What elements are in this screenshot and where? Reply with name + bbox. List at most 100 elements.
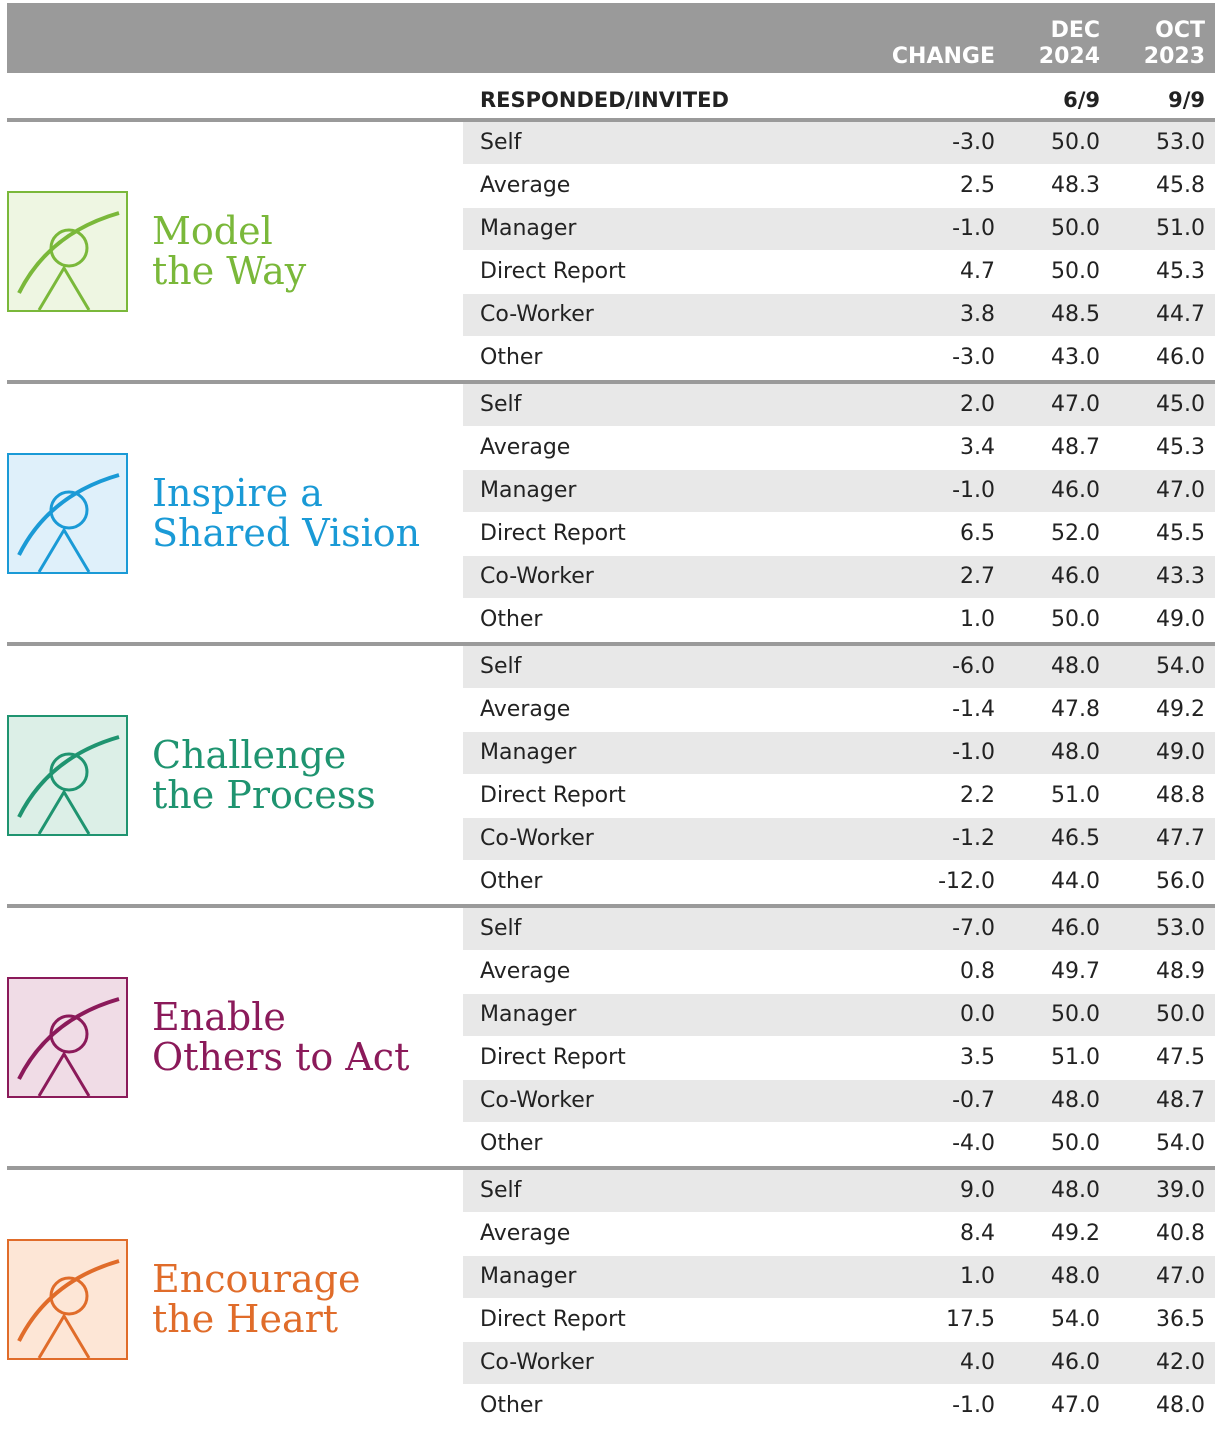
oct-value: 45.0 xyxy=(1156,392,1205,417)
oct-value: 36.5 xyxy=(1156,1307,1205,1332)
dec-value: 48.3 xyxy=(1051,173,1100,198)
change-value: 3.8 xyxy=(960,302,995,327)
section-title-line: Inspire a xyxy=(152,471,323,515)
row-label: Co-Worker xyxy=(480,1088,594,1113)
row-shade xyxy=(463,908,1215,950)
dec-value: 50.0 xyxy=(1051,259,1100,284)
dec-value: 50.0 xyxy=(1051,216,1100,241)
change-value: -1.0 xyxy=(952,740,995,765)
change-value: -1.0 xyxy=(952,478,995,503)
oct-value: 39.0 xyxy=(1156,1178,1205,1203)
row-label: Self xyxy=(480,130,522,155)
row-label: Average xyxy=(480,959,571,984)
section-separator xyxy=(7,904,1215,908)
change-value: 0.8 xyxy=(960,959,995,984)
section-icon xyxy=(7,453,128,574)
oct-value: 53.0 xyxy=(1156,130,1205,155)
oct-value: 40.8 xyxy=(1156,1221,1205,1246)
oct-value: 45.3 xyxy=(1156,259,1205,284)
row-shade xyxy=(463,384,1215,426)
dec-value: 48.0 xyxy=(1051,740,1100,765)
oct-value: 45.5 xyxy=(1156,521,1205,546)
row-shade xyxy=(463,470,1215,512)
oct-value: 43.3 xyxy=(1156,564,1205,589)
row-label: Direct Report xyxy=(480,259,626,284)
oct-value: 48.8 xyxy=(1156,783,1205,808)
change-value: -1.2 xyxy=(952,826,995,851)
header-oct-line: OCT xyxy=(1155,18,1205,43)
dec-value: 50.0 xyxy=(1051,130,1100,155)
row-label: Other xyxy=(480,345,543,370)
dec-value: 48.0 xyxy=(1051,654,1100,679)
oct-value: 48.9 xyxy=(1156,959,1205,984)
section-separator xyxy=(7,642,1215,646)
row-shade xyxy=(463,1080,1215,1122)
section-title-line: the Process xyxy=(152,773,376,817)
row-label: Manager xyxy=(480,1002,577,1027)
oct-value: 44.7 xyxy=(1156,302,1205,327)
row-shade xyxy=(463,294,1215,336)
responded-oct: 9/9 xyxy=(1168,88,1205,112)
oct-value: 48.7 xyxy=(1156,1088,1205,1113)
change-value: 6.5 xyxy=(960,521,995,546)
dec-value: 49.2 xyxy=(1051,1221,1100,1246)
change-value: 8.4 xyxy=(960,1221,995,1246)
row-shade xyxy=(463,818,1215,860)
header-dec-line: 2024 xyxy=(1038,44,1100,69)
row-label: Co-Worker xyxy=(480,302,594,327)
section-title: Inspire a Shared Vision xyxy=(152,473,420,553)
oct-value: 49.2 xyxy=(1156,697,1205,722)
oct-value: 42.0 xyxy=(1156,1350,1205,1375)
row-label: Average xyxy=(480,1221,571,1246)
oct-value: 47.0 xyxy=(1156,478,1205,503)
change-value: 0.0 xyxy=(960,1002,995,1027)
row-label: Direct Report xyxy=(480,1307,626,1332)
row-shade xyxy=(463,208,1215,250)
icon-art xyxy=(17,1259,120,1359)
row-label: Self xyxy=(480,392,522,417)
change-value: -6.0 xyxy=(952,654,995,679)
row-label: Manager xyxy=(480,478,577,503)
section-separator xyxy=(7,118,1215,122)
row-shade xyxy=(463,994,1215,1036)
section-icon xyxy=(7,191,128,312)
change-value: 2.5 xyxy=(960,173,995,198)
row-shade xyxy=(463,556,1215,598)
row-label: Co-Worker xyxy=(480,564,594,589)
dec-value: 49.7 xyxy=(1051,959,1100,984)
change-value: -4.0 xyxy=(952,1131,995,1156)
dec-value: 47.0 xyxy=(1051,1393,1100,1418)
dec-value: 54.0 xyxy=(1051,1307,1100,1332)
dec-value: 48.0 xyxy=(1051,1178,1100,1203)
section-title: Encourage the Heart xyxy=(152,1259,360,1339)
section-title-line: the Way xyxy=(152,249,307,293)
oct-value: 50.0 xyxy=(1156,1002,1205,1027)
row-label: Direct Report xyxy=(480,783,626,808)
row-label: Manager xyxy=(480,1264,577,1289)
dec-value: 48.0 xyxy=(1051,1264,1100,1289)
dec-value: 51.0 xyxy=(1051,1045,1100,1070)
change-value: 2.7 xyxy=(960,564,995,589)
icon-art xyxy=(17,997,120,1097)
dec-value: 46.0 xyxy=(1051,916,1100,941)
icon-art xyxy=(17,211,120,311)
change-value: -3.0 xyxy=(952,130,995,155)
row-label: Manager xyxy=(480,216,577,241)
dec-value: 48.7 xyxy=(1051,435,1100,460)
row-label: Other xyxy=(480,1131,543,1156)
change-value: 4.0 xyxy=(960,1350,995,1375)
header-oct: OCT 2023 xyxy=(1105,18,1205,70)
dec-value: 48.5 xyxy=(1051,302,1100,327)
dec-value: 47.8 xyxy=(1051,697,1100,722)
change-value: 3.4 xyxy=(960,435,995,460)
change-value: 1.0 xyxy=(960,607,995,632)
oct-value: 47.7 xyxy=(1156,826,1205,851)
section-title-line: the Heart xyxy=(152,1297,339,1341)
oct-value: 46.0 xyxy=(1156,345,1205,370)
change-value: 17.5 xyxy=(946,1307,995,1332)
dec-value: 52.0 xyxy=(1051,521,1100,546)
oct-value: 54.0 xyxy=(1156,1131,1205,1156)
change-value: 3.5 xyxy=(960,1045,995,1070)
change-value: -12.0 xyxy=(938,869,995,894)
